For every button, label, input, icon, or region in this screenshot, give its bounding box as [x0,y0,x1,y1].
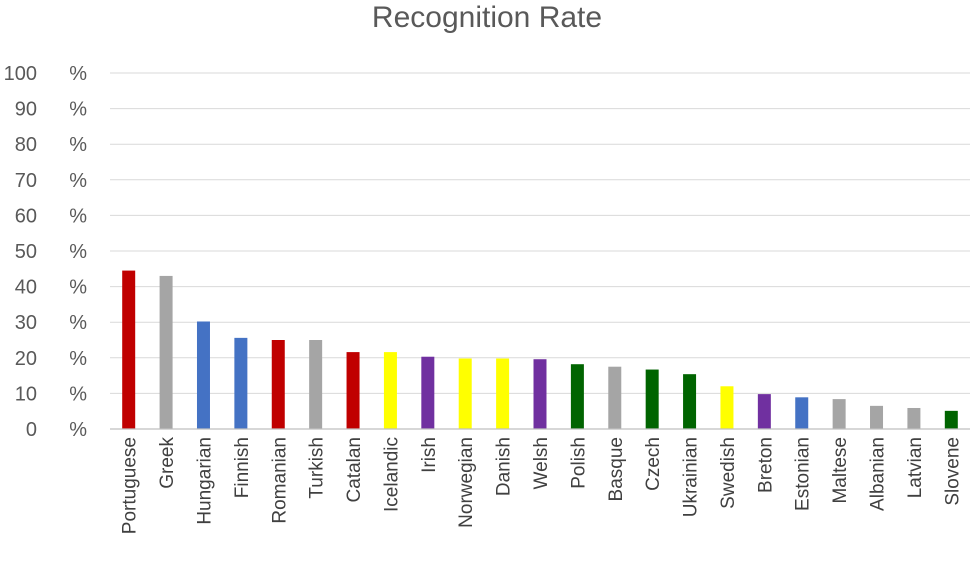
bar [645,369,659,429]
bar [383,352,397,429]
x-tick-label: Romanian [269,437,290,524]
x-tick-label: Albanian [868,437,889,511]
y-tick-label: 60 [15,205,37,227]
bar [870,405,884,429]
x-tick-label: Portuguese [120,437,141,534]
y-tick-label: 10 [15,383,37,405]
y-tick-unit: % [69,241,87,263]
y-tick-unit: % [69,348,87,370]
y-axis-ticks: 0 % 10 % 20 % 30 % 40 % 50 % 60 % 70 % 80 % 90 % 100% [4,63,88,441]
x-tick-label: Breton [755,437,776,493]
y-tick-unit: % [69,134,87,156]
bar [533,359,547,429]
x-tick-label: Czech [643,437,664,491]
x-tick-label: Turkish [307,437,328,499]
x-tick-label: Danish [494,437,515,496]
bar [720,386,734,429]
bar [234,337,248,429]
x-tick-label: Polish [568,437,589,489]
x-tick-label: Finnish [232,437,253,498]
bar [832,399,846,429]
y-tick-unit: % [69,312,87,334]
x-tick-label: Icelandic [381,437,402,512]
x-tick-label: Swedish [718,437,739,509]
y-tick-label: 70 [15,170,37,192]
x-tick-label: Catalan [344,437,365,503]
x-axis-ticks: Portuguese Greek Hungarian Finnish Romanian T… [120,437,964,535]
bar [496,358,510,429]
x-tick-label: Irish [419,437,440,473]
y-tick-label: 0 [26,419,37,441]
bar [795,397,809,429]
x-tick-label: Slovene [942,437,963,506]
bar [683,374,697,429]
y-tick-unit: % [69,419,87,441]
bar [309,340,323,429]
y-tick-label: 90 [15,99,37,121]
bar [196,321,210,429]
bar [159,275,173,429]
x-tick-label: Basque [606,437,627,501]
y-tick-label: 50 [15,241,37,263]
x-tick-label: Latvian [905,437,926,498]
bars [122,270,958,429]
y-tick-unit: % [69,99,87,121]
y-tick-unit: % [69,170,87,192]
y-tick-label: 30 [15,312,37,334]
y-tick-unit: % [69,383,87,405]
x-tick-label: Estonian [793,437,814,511]
y-tick-label: 80 [15,134,37,156]
bar [122,270,136,429]
x-tick-label: Maltese [830,437,851,504]
y-tick-label: 100 [4,63,37,85]
x-tick-label: Norwegian [456,437,477,528]
bar [346,352,360,429]
y-tick-unit: % [69,63,87,85]
bar [271,340,285,429]
y-tick-unit: % [69,205,87,227]
y-tick-unit: % [69,277,87,299]
chart-title: Recognition Rate [372,1,602,34]
y-tick-label: 20 [15,348,37,370]
y-tick-label: 40 [15,277,37,299]
gridlines [110,72,970,394]
bar [458,358,472,429]
bar [570,364,584,429]
x-tick-label: Ukrainian [681,437,702,517]
bar [757,394,771,429]
bar [907,407,921,429]
bar [944,410,958,429]
bar [421,356,435,429]
bar [608,366,622,429]
x-tick-label: Greek [157,437,178,489]
x-tick-label: Hungarian [194,437,215,525]
x-tick-label: Welsh [531,437,552,489]
